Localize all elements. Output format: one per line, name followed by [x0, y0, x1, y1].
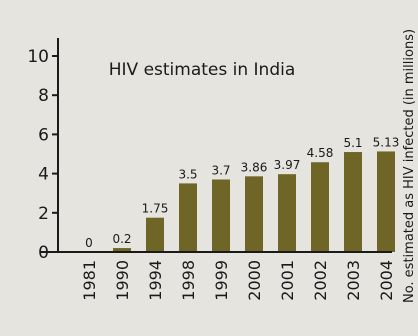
y-axis-title: No. estimated as HIV infected (in millio…: [402, 29, 417, 303]
data-label-2001: 3.97: [274, 158, 301, 172]
category-label-2000: 2000: [245, 260, 264, 301]
data-label-1998: 3.5: [178, 167, 197, 181]
bar-1999: [212, 179, 230, 252]
chart-title: HIV estimates in India: [109, 60, 296, 80]
data-label-2002: 4.58: [307, 146, 334, 160]
bar-2001: [278, 174, 296, 252]
bar-1998: [179, 183, 197, 252]
bar-1990: [113, 248, 131, 252]
bar-2000: [245, 176, 263, 252]
category-label-1990: 1990: [113, 260, 132, 301]
y-tick-label: 8: [38, 86, 49, 106]
bars-group: [113, 151, 395, 252]
y-tick-label: 6: [38, 125, 49, 145]
bar-1994: [146, 217, 164, 252]
y-tick-label: 4: [38, 165, 49, 185]
category-labels-group: 1981 1990 1994 1998 1999 2000 2001 2002 2003 2004: [80, 260, 396, 301]
bar-2002: [311, 162, 329, 252]
data-label-1999: 3.7: [211, 163, 230, 177]
category-label-1998: 1998: [179, 260, 198, 301]
category-label-2003: 2003: [344, 260, 363, 301]
category-label-1981: 1981: [80, 260, 99, 301]
category-label-1999: 1999: [212, 260, 231, 301]
y-tick-label: 10: [27, 47, 49, 67]
data-label-2004: 5.13: [373, 135, 400, 149]
data-labels-group: 0 0.2 1.75 3.5 3.7 3.86 3.97 4.58 5.1 5.13: [85, 135, 399, 250]
category-label-2004: 2004: [377, 260, 396, 301]
data-label-2000: 3.86: [241, 160, 268, 174]
y-tick-label: 2: [38, 204, 49, 224]
data-label-1994: 1.75: [142, 202, 169, 216]
bar-2003: [344, 152, 362, 252]
category-label-1994: 1994: [146, 260, 165, 301]
category-label-2002: 2002: [311, 260, 330, 301]
bar-2004: [377, 151, 395, 252]
category-label-2001: 2001: [278, 260, 297, 301]
data-label-1990: 0.2: [112, 232, 131, 246]
data-label-2003: 5.1: [343, 136, 362, 150]
data-label-1981: 0: [85, 236, 93, 250]
